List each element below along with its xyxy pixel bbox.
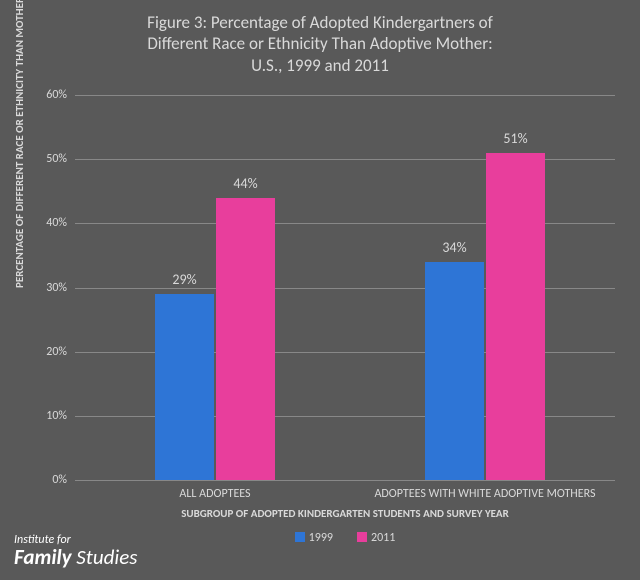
title-line-2: Different Race or Ethnicity Than Adoptiv… — [40, 33, 600, 54]
legend: 1999 2011 — [75, 527, 615, 546]
y-tick: 20% — [27, 345, 67, 359]
x-axis-label: SUBGROUP OF ADOPTED KINDERGARTEN STUDENT… — [75, 507, 615, 520]
legend-item-1999: 1999 — [295, 527, 333, 546]
legend-swatch — [295, 532, 305, 542]
x-category: ADOPTEES WITH WHITE ADOPTIVE MOTHERS — [374, 487, 595, 501]
legend-label: 2011 — [371, 531, 395, 545]
legend-item-2011: 2011 — [357, 527, 395, 546]
bar-label: 29% — [172, 271, 196, 288]
chart-title: Figure 3: Percentage of Adopted Kinderga… — [0, 0, 640, 84]
plot-area: 0%10%20%30%40%50%60%29%44%ALL ADOPTEES34… — [75, 95, 615, 480]
y-axis-label: PERCENTAGE OF DIFFERENT RACE OR ETHNICIT… — [13, 0, 26, 288]
y-tick: 10% — [27, 409, 67, 423]
x-category: ALL ADOPTEES — [179, 487, 250, 501]
y-tick: 40% — [27, 216, 67, 230]
y-tick: 50% — [27, 152, 67, 166]
bar-1999-0 — [155, 294, 214, 480]
bar-2011-1 — [486, 153, 545, 480]
gridline — [75, 95, 615, 96]
bar-2011-0 — [216, 198, 275, 480]
legend-label: 1999 — [309, 531, 333, 545]
title-line-3: U.S., 1999 and 2011 — [40, 55, 600, 76]
gridline — [75, 480, 615, 481]
institute-logo: Institute for Family Studies — [14, 533, 137, 568]
bar-1999-1 — [425, 262, 484, 480]
y-tick: 60% — [27, 88, 67, 102]
y-tick: 30% — [27, 281, 67, 295]
bar-label: 34% — [442, 239, 466, 256]
bar-label: 44% — [233, 175, 257, 192]
y-tick: 0% — [27, 473, 67, 487]
legend-swatch — [357, 532, 367, 542]
title-line-1: Figure 3: Percentage of Adopted Kinderga… — [40, 12, 600, 33]
bar-label: 51% — [503, 130, 527, 147]
logo-line-2: Family Studies — [14, 547, 137, 568]
